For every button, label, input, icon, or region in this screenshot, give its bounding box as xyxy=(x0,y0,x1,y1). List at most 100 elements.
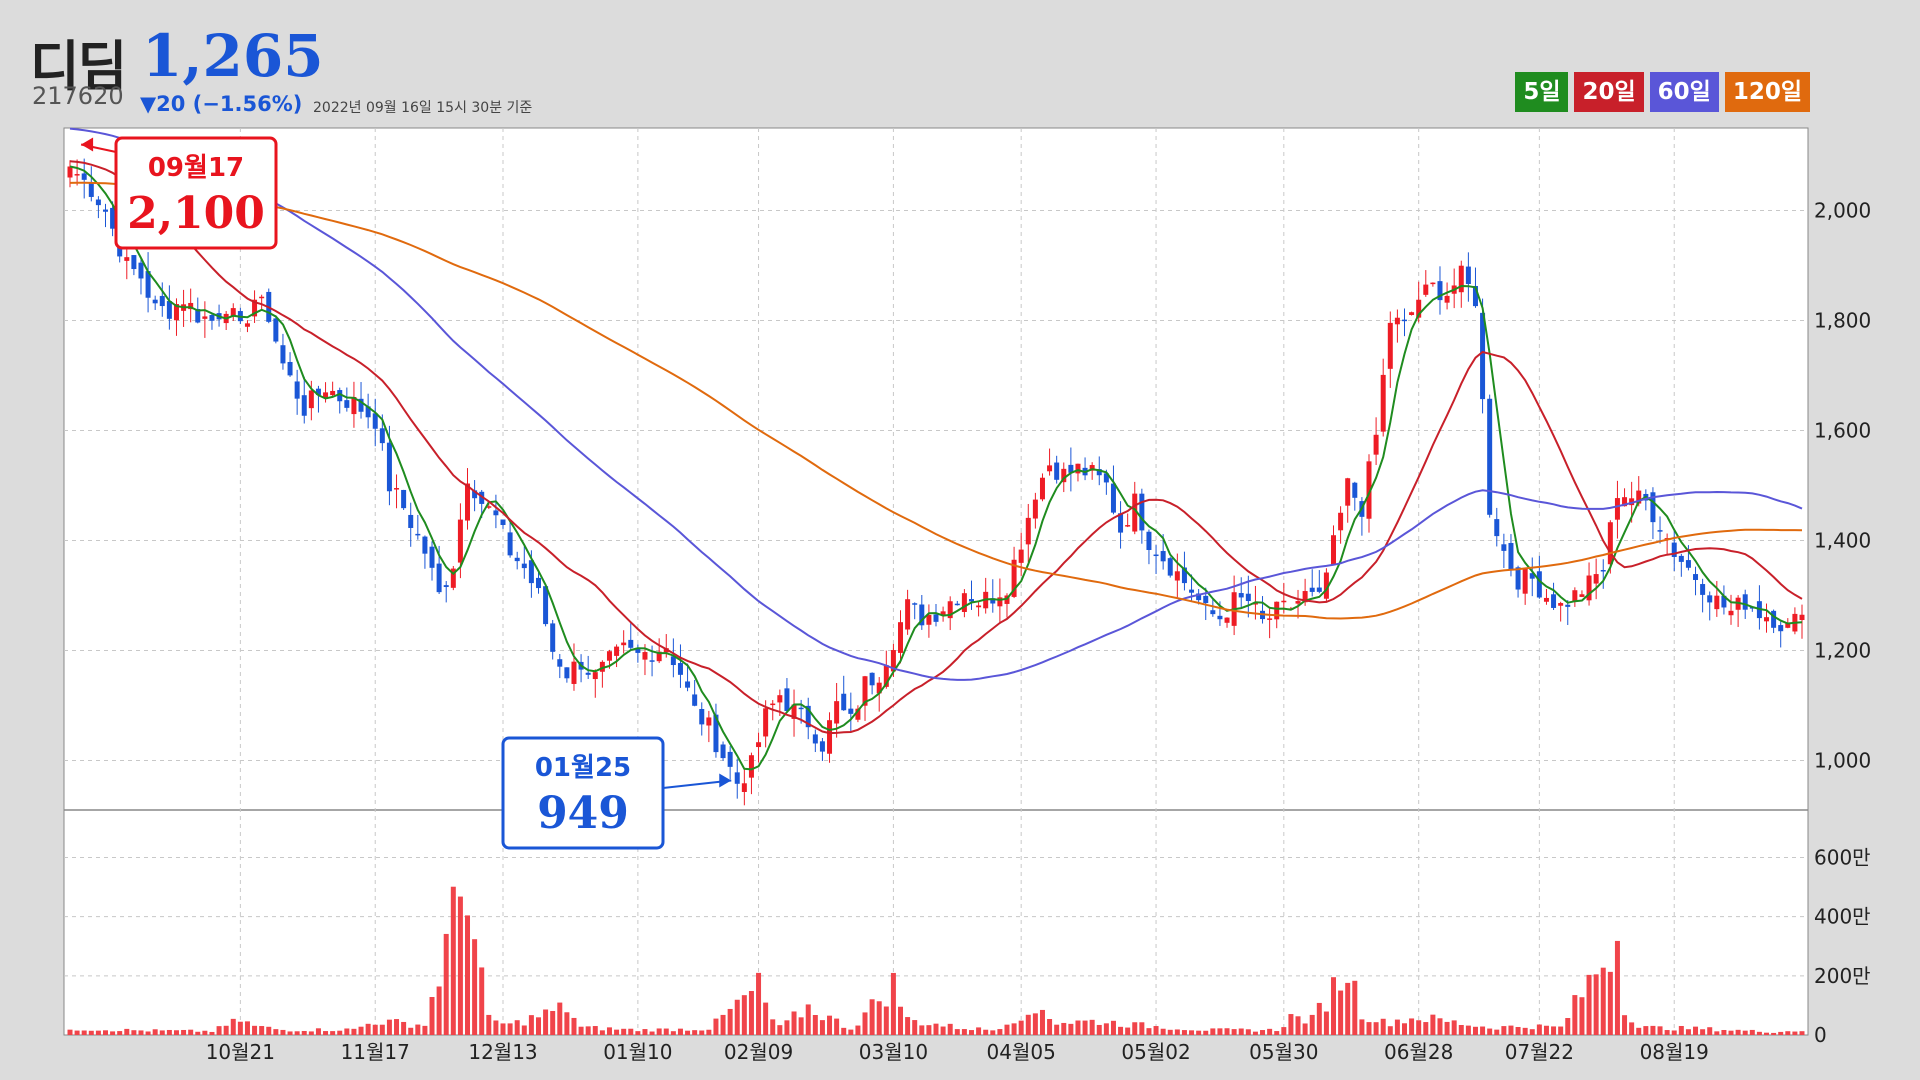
candle-body xyxy=(1032,499,1038,519)
candle-body xyxy=(202,316,208,319)
candle-body xyxy=(1103,473,1109,483)
volume-bar xyxy=(1728,1030,1734,1035)
volume-bar xyxy=(1288,1014,1294,1035)
candle-body xyxy=(1373,434,1379,455)
candle-body xyxy=(1458,265,1464,293)
legend-ma120[interactable]: 120일 xyxy=(1724,72,1810,112)
candle-body xyxy=(564,667,570,679)
candle-body xyxy=(514,557,520,562)
volume-bar xyxy=(1593,974,1599,1035)
volume-bar xyxy=(1061,1022,1067,1035)
legend-ma5[interactable]: 5일 xyxy=(1515,72,1569,112)
candle-body xyxy=(1472,285,1478,307)
candle-body xyxy=(1338,512,1344,531)
candle-body xyxy=(1529,573,1535,579)
volume-bar xyxy=(344,1028,350,1035)
candle-body xyxy=(976,605,982,608)
volume-bar xyxy=(74,1030,80,1035)
candle-body xyxy=(1061,468,1067,483)
candle-body xyxy=(323,392,329,398)
volume-bar xyxy=(1089,1019,1095,1035)
volume-bar xyxy=(95,1030,101,1035)
volume-bar xyxy=(1522,1027,1528,1035)
volume-bar xyxy=(1650,1025,1656,1035)
volume-bar xyxy=(1792,1031,1798,1035)
moving-average-legend: 5일 20일 60일 120일 xyxy=(1515,72,1810,112)
volume-bar xyxy=(1785,1031,1791,1035)
plot-area xyxy=(63,127,1809,1036)
candle-body xyxy=(372,413,378,429)
candle-body xyxy=(1203,595,1209,604)
candle-body xyxy=(102,209,108,212)
candle-body xyxy=(968,599,974,602)
volume-bar xyxy=(1423,1022,1429,1035)
candle-body xyxy=(1075,463,1081,474)
candle-body xyxy=(1018,549,1024,563)
volume-bar xyxy=(415,1024,421,1035)
volume-bar xyxy=(209,1031,215,1035)
volume-bar xyxy=(181,1029,187,1035)
candle-body xyxy=(386,442,392,492)
volume-bar xyxy=(1543,1025,1549,1035)
volume-bar xyxy=(223,1025,229,1035)
volume-bar xyxy=(1614,940,1620,1035)
candle-body xyxy=(1437,281,1443,301)
candle-body xyxy=(677,663,683,675)
candle-body xyxy=(961,593,967,612)
candle-body xyxy=(1139,493,1145,531)
candle-body xyxy=(557,659,563,667)
candle-body xyxy=(401,489,407,509)
volume-bar xyxy=(1075,1020,1081,1035)
volume-bar xyxy=(635,1031,641,1035)
candle-body xyxy=(1387,322,1393,369)
candle-body xyxy=(1153,554,1159,557)
candle-body xyxy=(1700,584,1706,595)
x-tick-label: 10월21 xyxy=(206,1040,275,1064)
volume-bar xyxy=(1018,1020,1024,1035)
volume-bar xyxy=(1394,1019,1400,1035)
volume-bar xyxy=(841,1027,847,1035)
volume-bar xyxy=(1714,1031,1720,1035)
volume-tick-label: 200만 xyxy=(1814,964,1871,988)
volume-bar xyxy=(1132,1022,1138,1035)
volume-tick-label: 600만 xyxy=(1814,846,1871,870)
volume-bar xyxy=(713,1018,719,1035)
x-tick-label: 05월30 xyxy=(1249,1040,1318,1064)
candle-body xyxy=(1409,312,1415,315)
candle-body xyxy=(1302,591,1308,603)
volume-bar xyxy=(1600,967,1606,1035)
volume-bar xyxy=(1267,1028,1273,1035)
candle-body xyxy=(131,255,137,270)
volume-bar xyxy=(528,1015,534,1035)
candle-body xyxy=(656,651,662,662)
volume-bar xyxy=(848,1029,854,1035)
volume-bar xyxy=(940,1026,946,1035)
candle-body xyxy=(805,705,811,728)
volume-bar xyxy=(1139,1022,1145,1035)
volume-bar xyxy=(1103,1023,1109,1035)
volume-bar xyxy=(507,1023,513,1035)
volume-bar xyxy=(358,1026,364,1035)
candle-body xyxy=(1536,571,1542,598)
volume-bar xyxy=(131,1030,137,1035)
legend-ma60[interactable]: 60일 xyxy=(1649,72,1719,112)
candle-body xyxy=(798,707,804,710)
candle-body xyxy=(862,676,868,706)
volume-bar xyxy=(1174,1029,1180,1035)
volume-bar xyxy=(280,1029,286,1035)
candle-body xyxy=(1189,589,1195,593)
candle-body xyxy=(1586,575,1592,601)
volume-bar xyxy=(1274,1031,1280,1035)
candle-body xyxy=(1721,595,1727,608)
volume-bar xyxy=(649,1031,655,1035)
volume-bar xyxy=(1558,1026,1564,1035)
candle-body xyxy=(1508,542,1514,570)
volume-bar xyxy=(990,1030,996,1035)
volume-bar xyxy=(663,1028,669,1035)
volume-bar xyxy=(890,972,896,1035)
min-price-callout: 01월25 949 xyxy=(501,736,665,850)
volume-bar xyxy=(983,1029,989,1035)
legend-ma20[interactable]: 20일 xyxy=(1574,72,1644,112)
candle-body xyxy=(1089,465,1095,471)
volume-bar xyxy=(1281,1027,1287,1035)
